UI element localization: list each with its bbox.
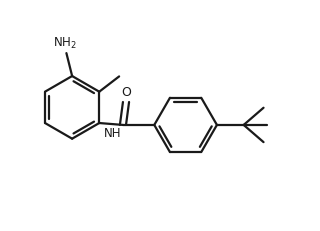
Text: O: O	[121, 85, 131, 98]
Text: NH$_2$: NH$_2$	[52, 36, 76, 51]
Text: NH: NH	[104, 126, 122, 139]
